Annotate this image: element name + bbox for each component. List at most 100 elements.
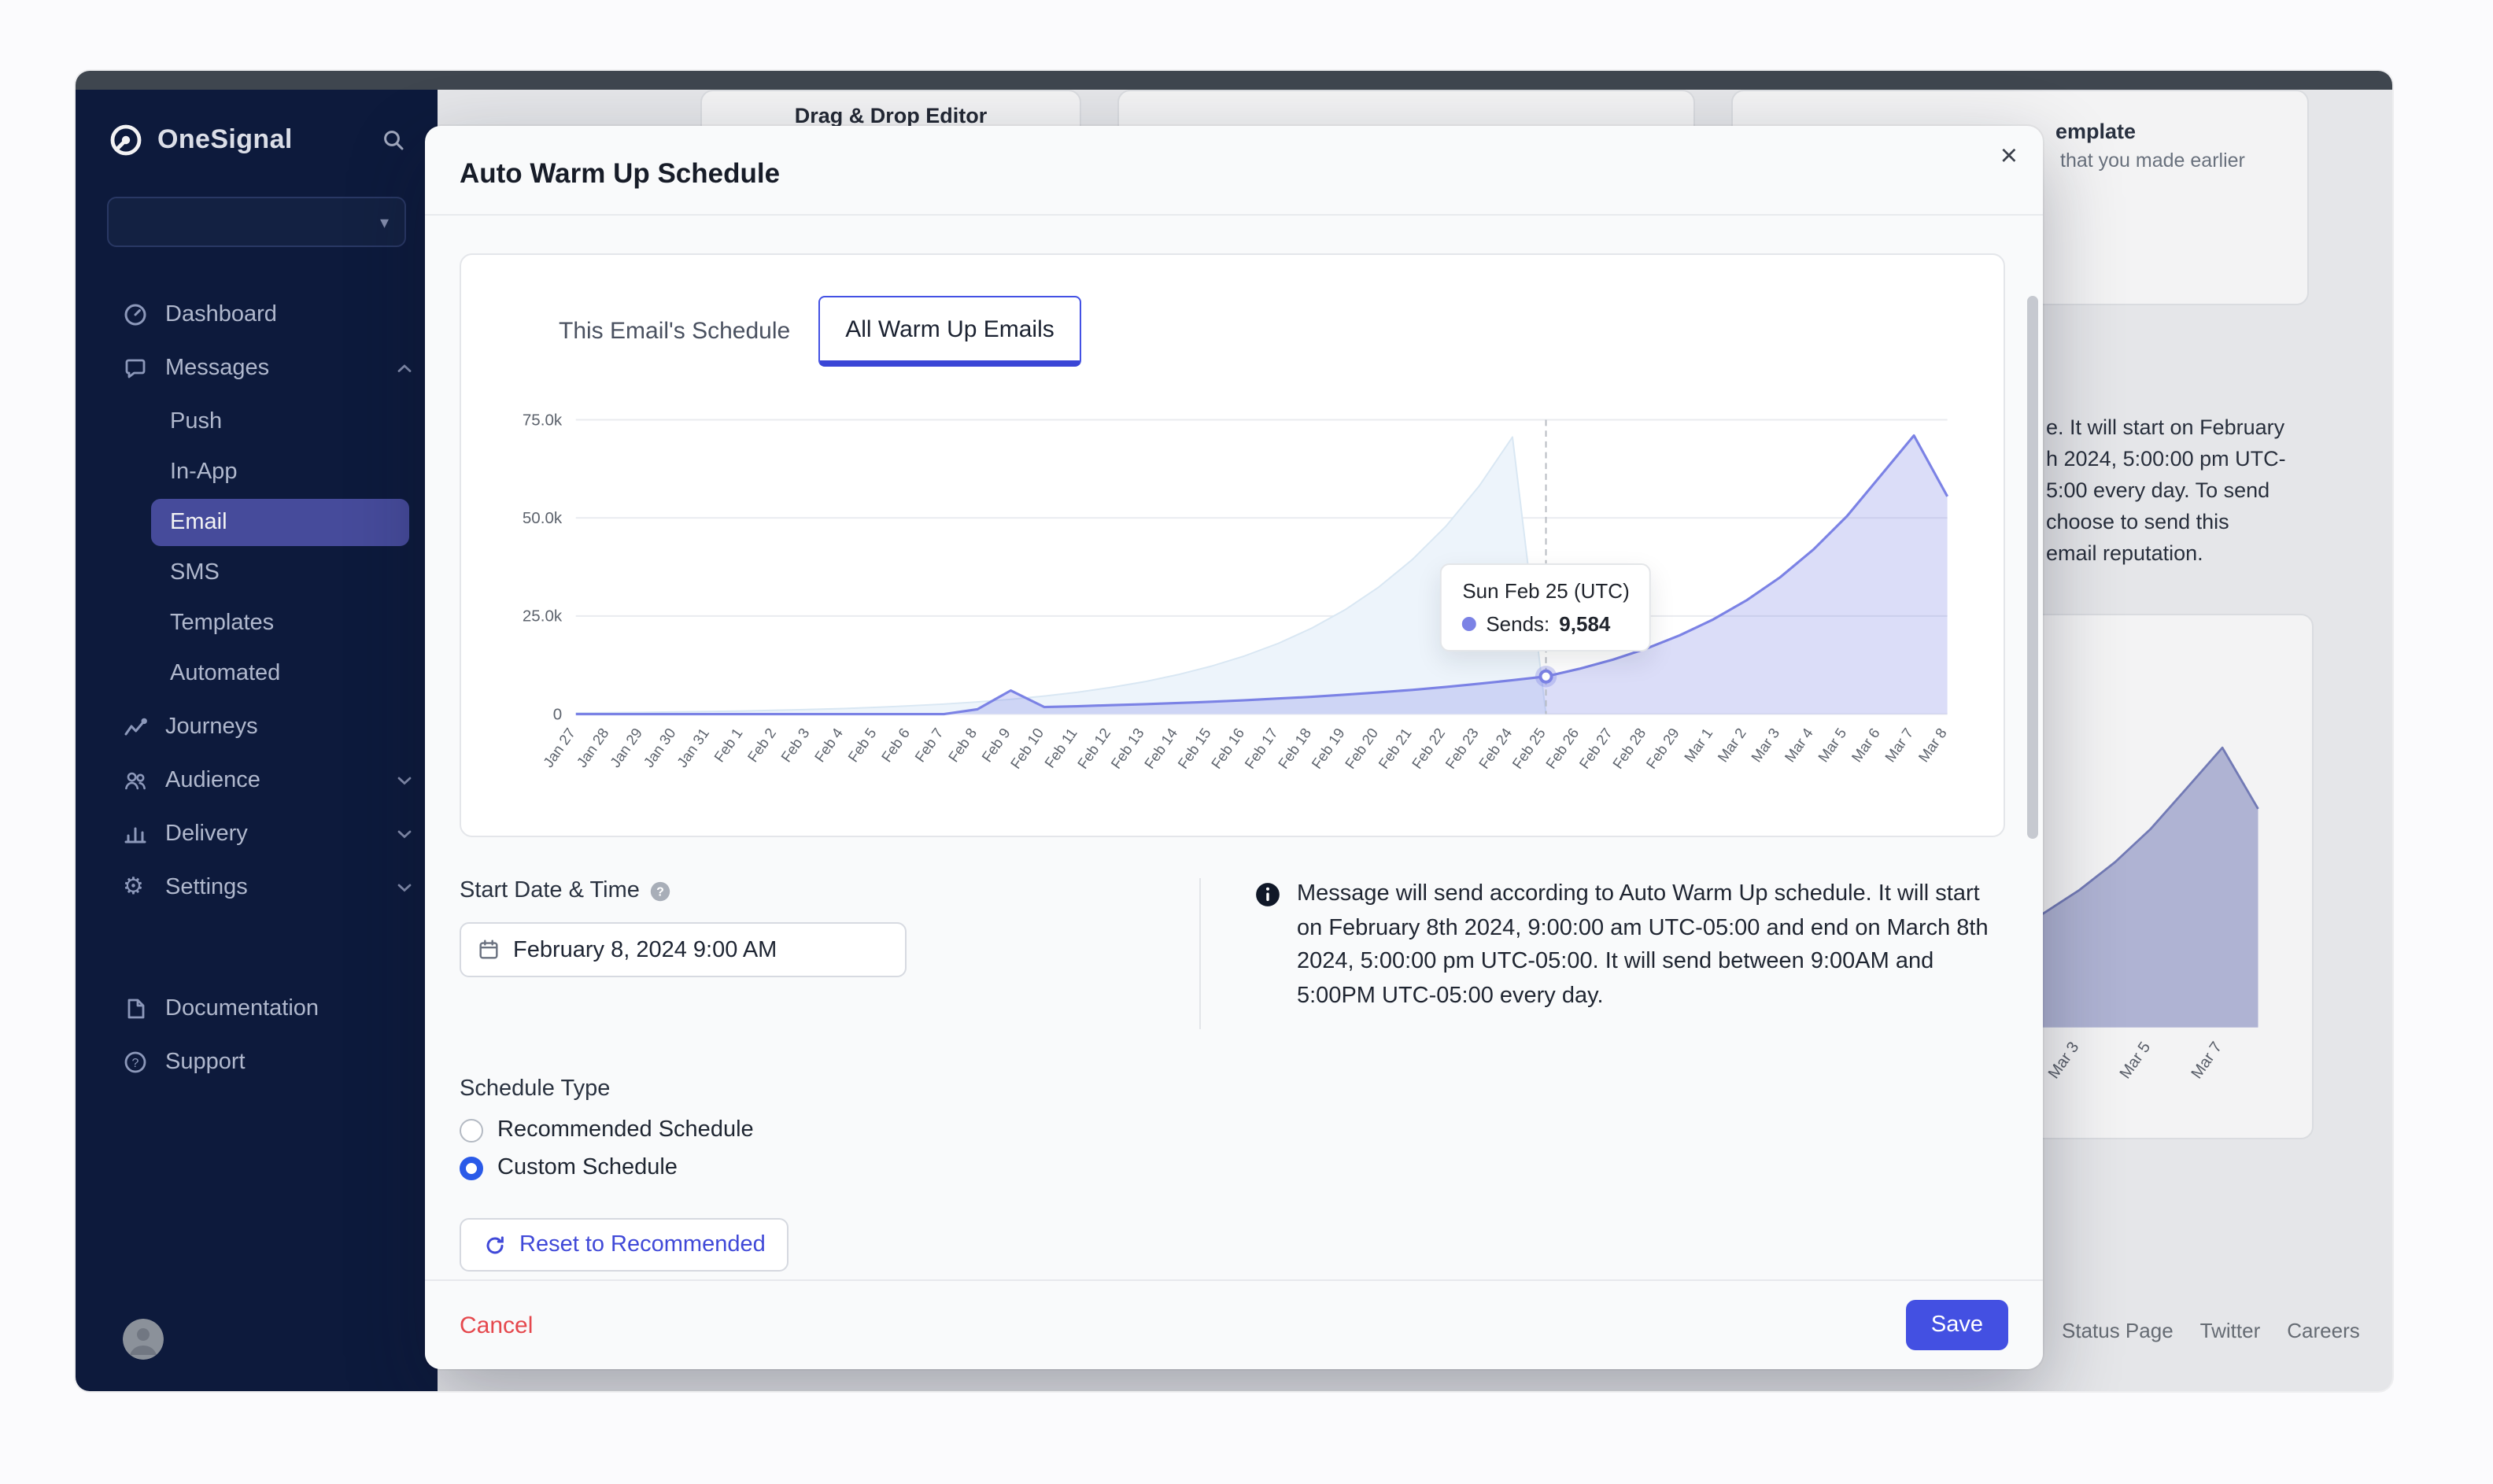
svg-text:Jan 31: Jan 31 <box>674 725 712 770</box>
start-datetime-input[interactable]: February 8, 2024 9:00 AM <box>460 922 907 978</box>
svg-text:75.0k: 75.0k <box>523 411 563 429</box>
modal-footer: Cancel Save <box>425 1279 2043 1369</box>
svg-text:25.0k: 25.0k <box>523 607 563 626</box>
refresh-icon <box>483 1234 507 1257</box>
sidebar-item-automated[interactable]: Automated <box>151 650 409 697</box>
page-footer-links: Status Page Twitter Careers <box>2062 1319 2360 1342</box>
careers-link[interactable]: Careers <box>2287 1319 2360 1342</box>
svg-text:Feb 24: Feb 24 <box>1475 725 1515 771</box>
chart-card: This Email's Schedule All Warm Up Emails… <box>460 253 2005 838</box>
info-icon <box>1254 882 1281 1030</box>
dashboard-icon <box>123 302 148 327</box>
sidebar-item-label: Settings <box>165 875 248 900</box>
text-line: 5:00 every day. To send <box>2046 478 2270 502</box>
radio-custom-schedule[interactable]: Custom Schedule <box>460 1156 2005 1181</box>
app-selector[interactable]: ▾ <box>107 197 406 247</box>
reset-to-recommended-button[interactable]: Reset to Recommended <box>460 1218 789 1272</box>
svg-text:Feb 11: Feb 11 <box>1041 725 1080 770</box>
svg-text:Mar 5: Mar 5 <box>2117 1039 2155 1082</box>
schedule-type-label: Schedule Type <box>460 1076 611 1102</box>
sidebar-item-email[interactable]: Email <box>151 499 409 546</box>
svg-text:Feb 25: Feb 25 <box>1509 725 1548 771</box>
radio-recommended-schedule[interactable]: Recommended Schedule <box>460 1118 2005 1143</box>
app-window: OneSignal ▾ Dashboard <box>76 71 2392 1391</box>
text-line: email reputation. <box>2046 541 2203 565</box>
svg-text:Feb 4: Feb 4 <box>811 725 846 765</box>
close-icon[interactable]: × <box>2000 140 2018 173</box>
sidebar-item-audience[interactable]: Audience <box>76 754 438 807</box>
sidebar-item-templates[interactable]: Templates <box>151 600 409 647</box>
radio-checked-icon <box>460 1156 483 1180</box>
sidebar-item-label: In-App <box>170 460 238 485</box>
save-button[interactable]: Save <box>1905 1300 2008 1350</box>
sidebar-item-dashboard[interactable]: Dashboard <box>76 288 438 341</box>
sidebar-item-label: Push <box>170 409 223 434</box>
text-line: e. It will start on February <box>2046 415 2285 439</box>
status-page-link[interactable]: Status Page <box>2062 1319 2174 1342</box>
cancel-button[interactable]: Cancel <box>460 1312 534 1338</box>
sidebar-item-push[interactable]: Push <box>151 398 409 445</box>
sidebar-item-sms[interactable]: SMS <box>151 549 409 596</box>
svg-text:50.0k: 50.0k <box>523 509 563 527</box>
svg-text:Jan 30: Jan 30 <box>640 725 678 770</box>
modal-header: Auto Warm Up Schedule × <box>425 126 2043 216</box>
svg-text:Feb 13: Feb 13 <box>1107 725 1147 771</box>
delivery-icon <box>123 821 148 847</box>
svg-text:Mar 7: Mar 7 <box>2188 1039 2226 1082</box>
twitter-link[interactable]: Twitter <box>2199 1319 2261 1342</box>
template-card-subtext: that you made earlier <box>2060 150 2245 172</box>
top-dark-bar <box>76 71 2392 90</box>
svg-text:Feb 12: Feb 12 <box>1074 725 1114 771</box>
sidebar-item-label: Support <box>165 1050 246 1075</box>
tab-all-warm-up-emails[interactable]: All Warm Up Emails <box>818 296 1081 367</box>
svg-text:Feb 7: Feb 7 <box>911 725 946 765</box>
warmup-chart: 0 25.0k 50.0k 75.0k Jan 27 Jan 28 Jan 29 Jan 30… <box>493 401 1972 814</box>
sidebar-item-support[interactable]: ? Support <box>76 1035 438 1089</box>
sidebar-item-in-app[interactable]: In-App <box>151 449 409 496</box>
svg-text:Feb 28: Feb 28 <box>1609 725 1649 771</box>
radio-label: Recommended Schedule <box>497 1117 754 1143</box>
sidebar-item-delivery[interactable]: Delivery <box>76 807 438 861</box>
svg-text:Feb 1: Feb 1 <box>711 725 745 765</box>
vertical-divider <box>1199 878 1201 1030</box>
sidebar-item-label: Documentation <box>165 996 319 1021</box>
sidebar-item-journeys[interactable]: Journeys <box>76 700 438 754</box>
messages-icon <box>123 356 148 381</box>
sidebar-item-messages[interactable]: Messages <box>76 341 438 395</box>
search-icon[interactable] <box>381 127 406 153</box>
svg-text:Mar 7: Mar 7 <box>1882 725 1916 765</box>
warmup-description-text: e. It will start on February h 2024, 5:0… <box>2046 412 2323 570</box>
audience-icon <box>123 768 148 793</box>
sidebar-item-label: Audience <box>165 768 260 793</box>
sidebar-item-settings[interactable]: ⚙ Settings <box>76 861 438 914</box>
svg-text:Mar 4: Mar 4 <box>1781 725 1815 765</box>
svg-text:?: ? <box>132 1057 139 1070</box>
svg-text:Feb 5: Feb 5 <box>844 725 879 765</box>
reset-button-label: Reset to Recommended <box>519 1232 766 1258</box>
sidebar-item-documentation[interactable]: Documentation <box>76 982 438 1035</box>
tab-this-emails-schedule[interactable]: This Email's Schedule <box>559 318 791 345</box>
svg-text:Feb 3: Feb 3 <box>777 725 812 765</box>
calendar-icon <box>477 939 500 962</box>
svg-text:Feb 21: Feb 21 <box>1375 725 1414 771</box>
sidebar-item-label: Templates <box>170 611 275 636</box>
document-icon <box>123 996 148 1021</box>
modal-scrollbar[interactable] <box>2027 296 2038 839</box>
avatar[interactable] <box>123 1319 164 1360</box>
chevron-down-icon <box>393 877 416 899</box>
svg-text:Mar 8: Mar 8 <box>1915 725 1949 765</box>
svg-text:Jan 29: Jan 29 <box>607 725 645 770</box>
svg-text:Mar 3: Mar 3 <box>2045 1039 2083 1082</box>
svg-text:Feb 14: Feb 14 <box>1141 725 1180 771</box>
question-circle-icon: ? <box>123 1050 148 1075</box>
schedule-tabs: This Email's Schedule All Warm Up Emails <box>530 296 1972 367</box>
chart-tooltip: Sun Feb 25 (UTC) Sends: 9,584 <box>1440 563 1652 652</box>
auto-warmup-modal: Auto Warm Up Schedule × This Email's Sch… <box>425 126 2043 1369</box>
sidebar-item-label: Dashboard <box>165 302 277 327</box>
start-datetime-value: February 8, 2024 9:00 AM <box>513 937 777 963</box>
schedule-info-text: Message will send according to Auto Warm… <box>1297 881 1989 1009</box>
help-icon[interactable]: ? <box>649 880 673 903</box>
sidebar-nav: Dashboard Messages Push <box>76 288 438 1089</box>
svg-text:Feb 8: Feb 8 <box>945 725 980 765</box>
